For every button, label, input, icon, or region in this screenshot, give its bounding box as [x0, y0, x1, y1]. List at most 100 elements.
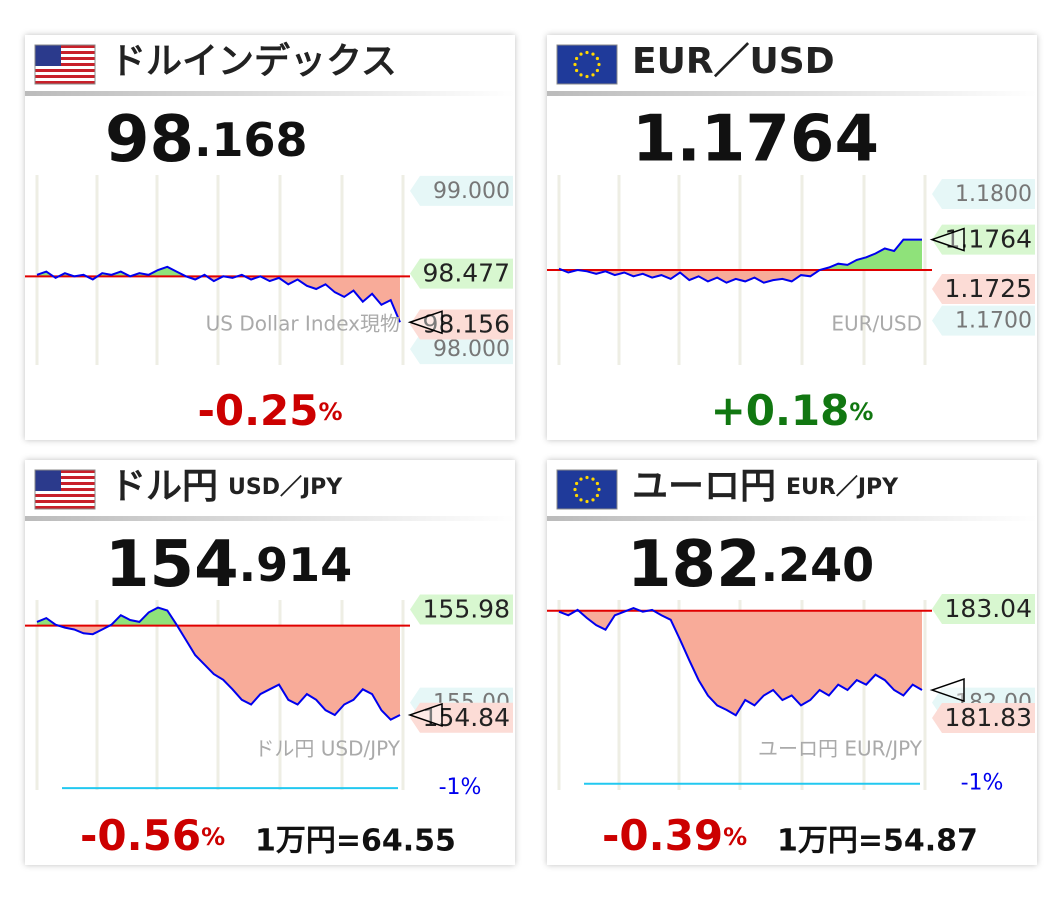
flag-star [579, 477, 583, 481]
flag-stripe [35, 60, 95, 63]
flag-stripe [35, 488, 95, 491]
change: -0.56% [80, 811, 225, 860]
flag-star [595, 493, 599, 498]
flag-canton [35, 470, 61, 491]
label-box [932, 305, 1035, 336]
flag-stripe [35, 81, 95, 84]
axis-label: 1.1700 [955, 309, 1032, 334]
chart: EUR／USD1.17641.18001.17001.17641.1725EUR… [547, 41, 1037, 435]
flag-stripe [35, 78, 95, 81]
title: ドル円 USD／JPY [110, 466, 343, 507]
flag-stripe [35, 72, 95, 75]
flag-frame [34, 469, 96, 510]
watermark: EUR/USD [831, 312, 922, 336]
flag-star [595, 68, 599, 73]
title: ドルインデックス [110, 40, 397, 82]
axis-label: 181.83 [945, 703, 1032, 732]
flag-stripe [35, 470, 95, 473]
flag-stripe [35, 485, 95, 488]
flag-frame [556, 44, 618, 85]
last-marker [929, 677, 965, 703]
rate-note: 1万円=54.87 [777, 824, 978, 859]
area-below [559, 610, 922, 716]
area-above [559, 239, 922, 270]
flag-stripe [35, 51, 95, 54]
area-below [37, 625, 400, 720]
axis-label: 99.000 [433, 179, 510, 204]
title: ユーロ円 EUR／JPY [632, 466, 899, 507]
flag-star [585, 475, 589, 480]
flag-stripe [35, 503, 95, 506]
flag-frame [34, 44, 96, 85]
axis-label: 155.98 [423, 595, 510, 624]
label-box [932, 224, 1035, 255]
title-text: ユーロ円 [632, 466, 776, 507]
flag-star [575, 481, 579, 486]
chart: ユーロ円EUR／JPY182.240182.00183.04181.83ユーロ円… [547, 466, 1037, 860]
flag-stripe [35, 48, 95, 51]
flag-stripe [35, 482, 95, 485]
price: 1.1764 [632, 103, 879, 177]
change: -0.25% [197, 386, 342, 435]
price: 154.914 [105, 528, 352, 602]
flag-canton [35, 45, 61, 66]
price: 182.240 [627, 528, 874, 602]
label-box [410, 309, 513, 340]
flag-star [591, 477, 595, 481]
flag-star [575, 493, 579, 498]
flag-star [579, 52, 583, 56]
label-box [932, 179, 1035, 209]
flag-star [585, 74, 589, 79]
flag-stripe [35, 75, 95, 78]
series-line [558, 607, 923, 717]
label-box [932, 594, 1035, 625]
chart-panel: ユーロ円EUR／JPY182.240182.00183.04181.83ユーロ円… [547, 460, 1037, 865]
flag-stripe [35, 69, 95, 72]
area-above [37, 607, 178, 626]
chart: ドルインデックス 98.168 99.000 98.000 98.477 98.156 US… [25, 40, 515, 435]
rate-note: 1万円=64.55 [255, 824, 456, 859]
flag-stripe [35, 473, 95, 476]
label-box [410, 175, 513, 206]
header-underline [25, 91, 515, 96]
flag-star [573, 62, 577, 67]
flag-field [557, 470, 617, 509]
minus-label: -1% [961, 771, 1004, 796]
series-line [36, 265, 401, 323]
flag-star [579, 73, 583, 77]
flag [35, 470, 95, 509]
flag-stripe [35, 494, 95, 497]
flag-stripe [35, 497, 95, 500]
axis-label: 98.000 [433, 337, 510, 362]
series-line [36, 606, 401, 721]
label-box [932, 702, 1035, 733]
axis-label: 1.1800 [955, 182, 1032, 207]
flag-star [585, 50, 589, 55]
last-marker [407, 310, 443, 335]
title-text: EUR／USD [632, 41, 835, 82]
last-marker [929, 227, 965, 252]
price: 98.168 [105, 103, 308, 177]
label-box [410, 594, 513, 625]
flag-star [595, 56, 599, 61]
flag-star [575, 68, 579, 73]
flag-star [591, 73, 595, 77]
axis-label: 154.84 [423, 703, 510, 732]
header-underline [547, 91, 1037, 96]
flag-stripe [35, 500, 95, 503]
title-text: ドルインデックス [110, 40, 397, 82]
label-box [410, 258, 513, 289]
flag-star [579, 498, 583, 502]
label-box [410, 702, 513, 733]
title-text: ドル円 [110, 466, 218, 507]
flag-star [575, 56, 579, 61]
flag-field [557, 45, 617, 84]
chart-panel: EUR／USD 1.1764 1.1800 1.1700 1.1764 1.1725 EUR… [547, 35, 1037, 440]
header-underline [25, 516, 515, 521]
last-marker [407, 702, 443, 728]
change: +0.18% [711, 386, 874, 435]
watermark: ドル円 USD/JPY [254, 737, 400, 761]
